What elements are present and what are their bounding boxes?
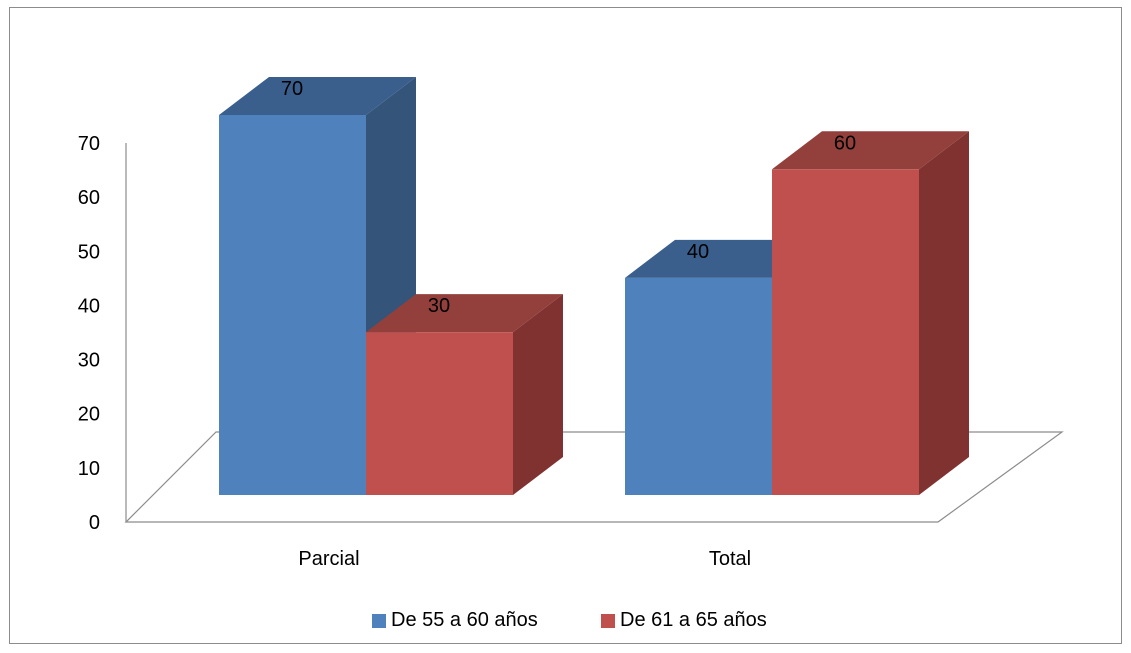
y-tick-label: 60 xyxy=(78,187,100,209)
bar xyxy=(219,115,366,495)
y-tick-label: 0 xyxy=(89,512,100,534)
legend-swatch xyxy=(372,614,386,628)
data-label: 60 xyxy=(834,132,856,154)
y-tick-label: 20 xyxy=(78,404,100,426)
legend-swatch xyxy=(601,614,615,628)
bar-side-face xyxy=(919,131,969,496)
y-tick-label: 30 xyxy=(78,350,100,372)
y-tick-label: 50 xyxy=(78,241,100,263)
data-label: 40 xyxy=(687,241,709,263)
bar-top-face xyxy=(772,131,969,170)
bar xyxy=(772,169,919,496)
data-label: 70 xyxy=(281,78,303,100)
bar xyxy=(366,332,513,495)
bar-top-face xyxy=(366,294,563,333)
x-category-label: Total xyxy=(709,548,751,570)
y-tick-label: 40 xyxy=(78,295,100,317)
bar-side-face xyxy=(513,294,563,495)
y-tick-label: 70 xyxy=(78,133,100,155)
y-tick-label: 10 xyxy=(78,458,100,480)
legend-label: De 61 a 65 años xyxy=(620,609,767,631)
legend-label: De 55 a 60 años xyxy=(391,609,538,631)
bar-top-face xyxy=(219,77,416,115)
data-label: 30 xyxy=(428,295,450,317)
x-category-label: Parcial xyxy=(298,548,359,570)
bar xyxy=(625,277,772,495)
